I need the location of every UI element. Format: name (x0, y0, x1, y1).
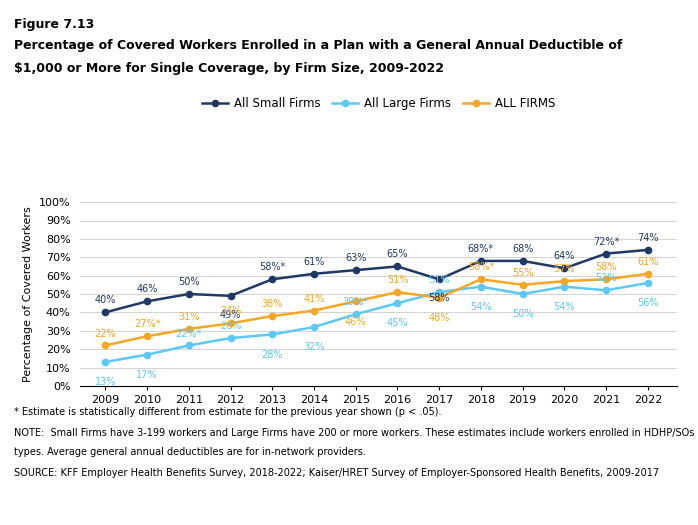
Text: 72%*: 72%* (593, 237, 619, 247)
Text: NOTE:  Small Firms have 3-199 workers and Large Firms have 200 or more workers. : NOTE: Small Firms have 3-199 workers and… (14, 428, 698, 438)
Text: 52%: 52% (595, 274, 617, 284)
Text: 54%: 54% (470, 302, 491, 312)
Legend: All Small Firms, All Large Firms, ALL FIRMS: All Small Firms, All Large Firms, ALL FI… (198, 92, 560, 114)
Text: 45%: 45% (387, 319, 408, 329)
Text: 61%: 61% (637, 257, 658, 267)
Text: types. Average general annual deductibles are for in-network providers.: types. Average general annual deductible… (14, 447, 366, 457)
Text: 63%: 63% (345, 253, 366, 263)
Text: 58%: 58% (595, 262, 617, 272)
Text: 58%*: 58%* (468, 262, 494, 272)
Text: 41%: 41% (304, 293, 325, 303)
Text: 58%: 58% (429, 293, 450, 303)
Text: 34%: 34% (220, 307, 242, 317)
Text: Percentage of Covered Workers Enrolled in a Plan with a General Annual Deductibl: Percentage of Covered Workers Enrolled i… (14, 39, 623, 52)
Text: 51%: 51% (387, 275, 408, 285)
Text: 50%: 50% (178, 277, 200, 287)
Text: 26%: 26% (220, 321, 242, 331)
Text: 22%*: 22%* (176, 329, 202, 339)
Text: 56%: 56% (637, 298, 659, 308)
Text: 48%: 48% (429, 313, 450, 323)
Text: 54%: 54% (554, 302, 575, 312)
Text: 27%*: 27%* (134, 319, 161, 329)
Text: 58%*: 58%* (259, 262, 285, 272)
Text: 28%: 28% (262, 350, 283, 360)
Text: 40%: 40% (95, 296, 116, 306)
Text: $1,000 or More for Single Coverage, by Firm Size, 2009-2022: $1,000 or More for Single Coverage, by F… (14, 62, 444, 75)
Text: 68%: 68% (512, 244, 533, 254)
Text: 55%: 55% (512, 268, 533, 278)
Y-axis label: Percentage of Covered Workers: Percentage of Covered Workers (23, 206, 34, 382)
Text: 49%: 49% (220, 310, 242, 320)
Text: SOURCE: KFF Employer Health Benefits Survey, 2018-2022; Kaiser/HRET Survey of Em: SOURCE: KFF Employer Health Benefits Sur… (14, 468, 659, 478)
Text: * Estimate is statistically different from estimate for the previous year shown : * Estimate is statistically different fr… (14, 407, 441, 417)
Text: 31%: 31% (178, 312, 200, 322)
Text: 46%: 46% (136, 285, 158, 295)
Text: 61%: 61% (304, 257, 325, 267)
Text: 39%*: 39%* (343, 297, 369, 307)
Text: Figure 7.13: Figure 7.13 (14, 18, 94, 31)
Text: 51%: 51% (429, 275, 450, 285)
Text: 57%: 57% (554, 264, 575, 274)
Text: 38%: 38% (262, 299, 283, 309)
Text: 64%: 64% (554, 251, 575, 261)
Text: 13%: 13% (95, 377, 116, 387)
Text: 32%: 32% (303, 342, 325, 352)
Text: 74%: 74% (637, 233, 659, 243)
Text: 50%: 50% (512, 309, 533, 319)
Text: 17%: 17% (136, 370, 158, 380)
Text: 68%*: 68%* (468, 244, 494, 254)
Text: 22%: 22% (94, 329, 116, 339)
Text: 46%: 46% (345, 317, 366, 327)
Text: 65%: 65% (387, 249, 408, 259)
